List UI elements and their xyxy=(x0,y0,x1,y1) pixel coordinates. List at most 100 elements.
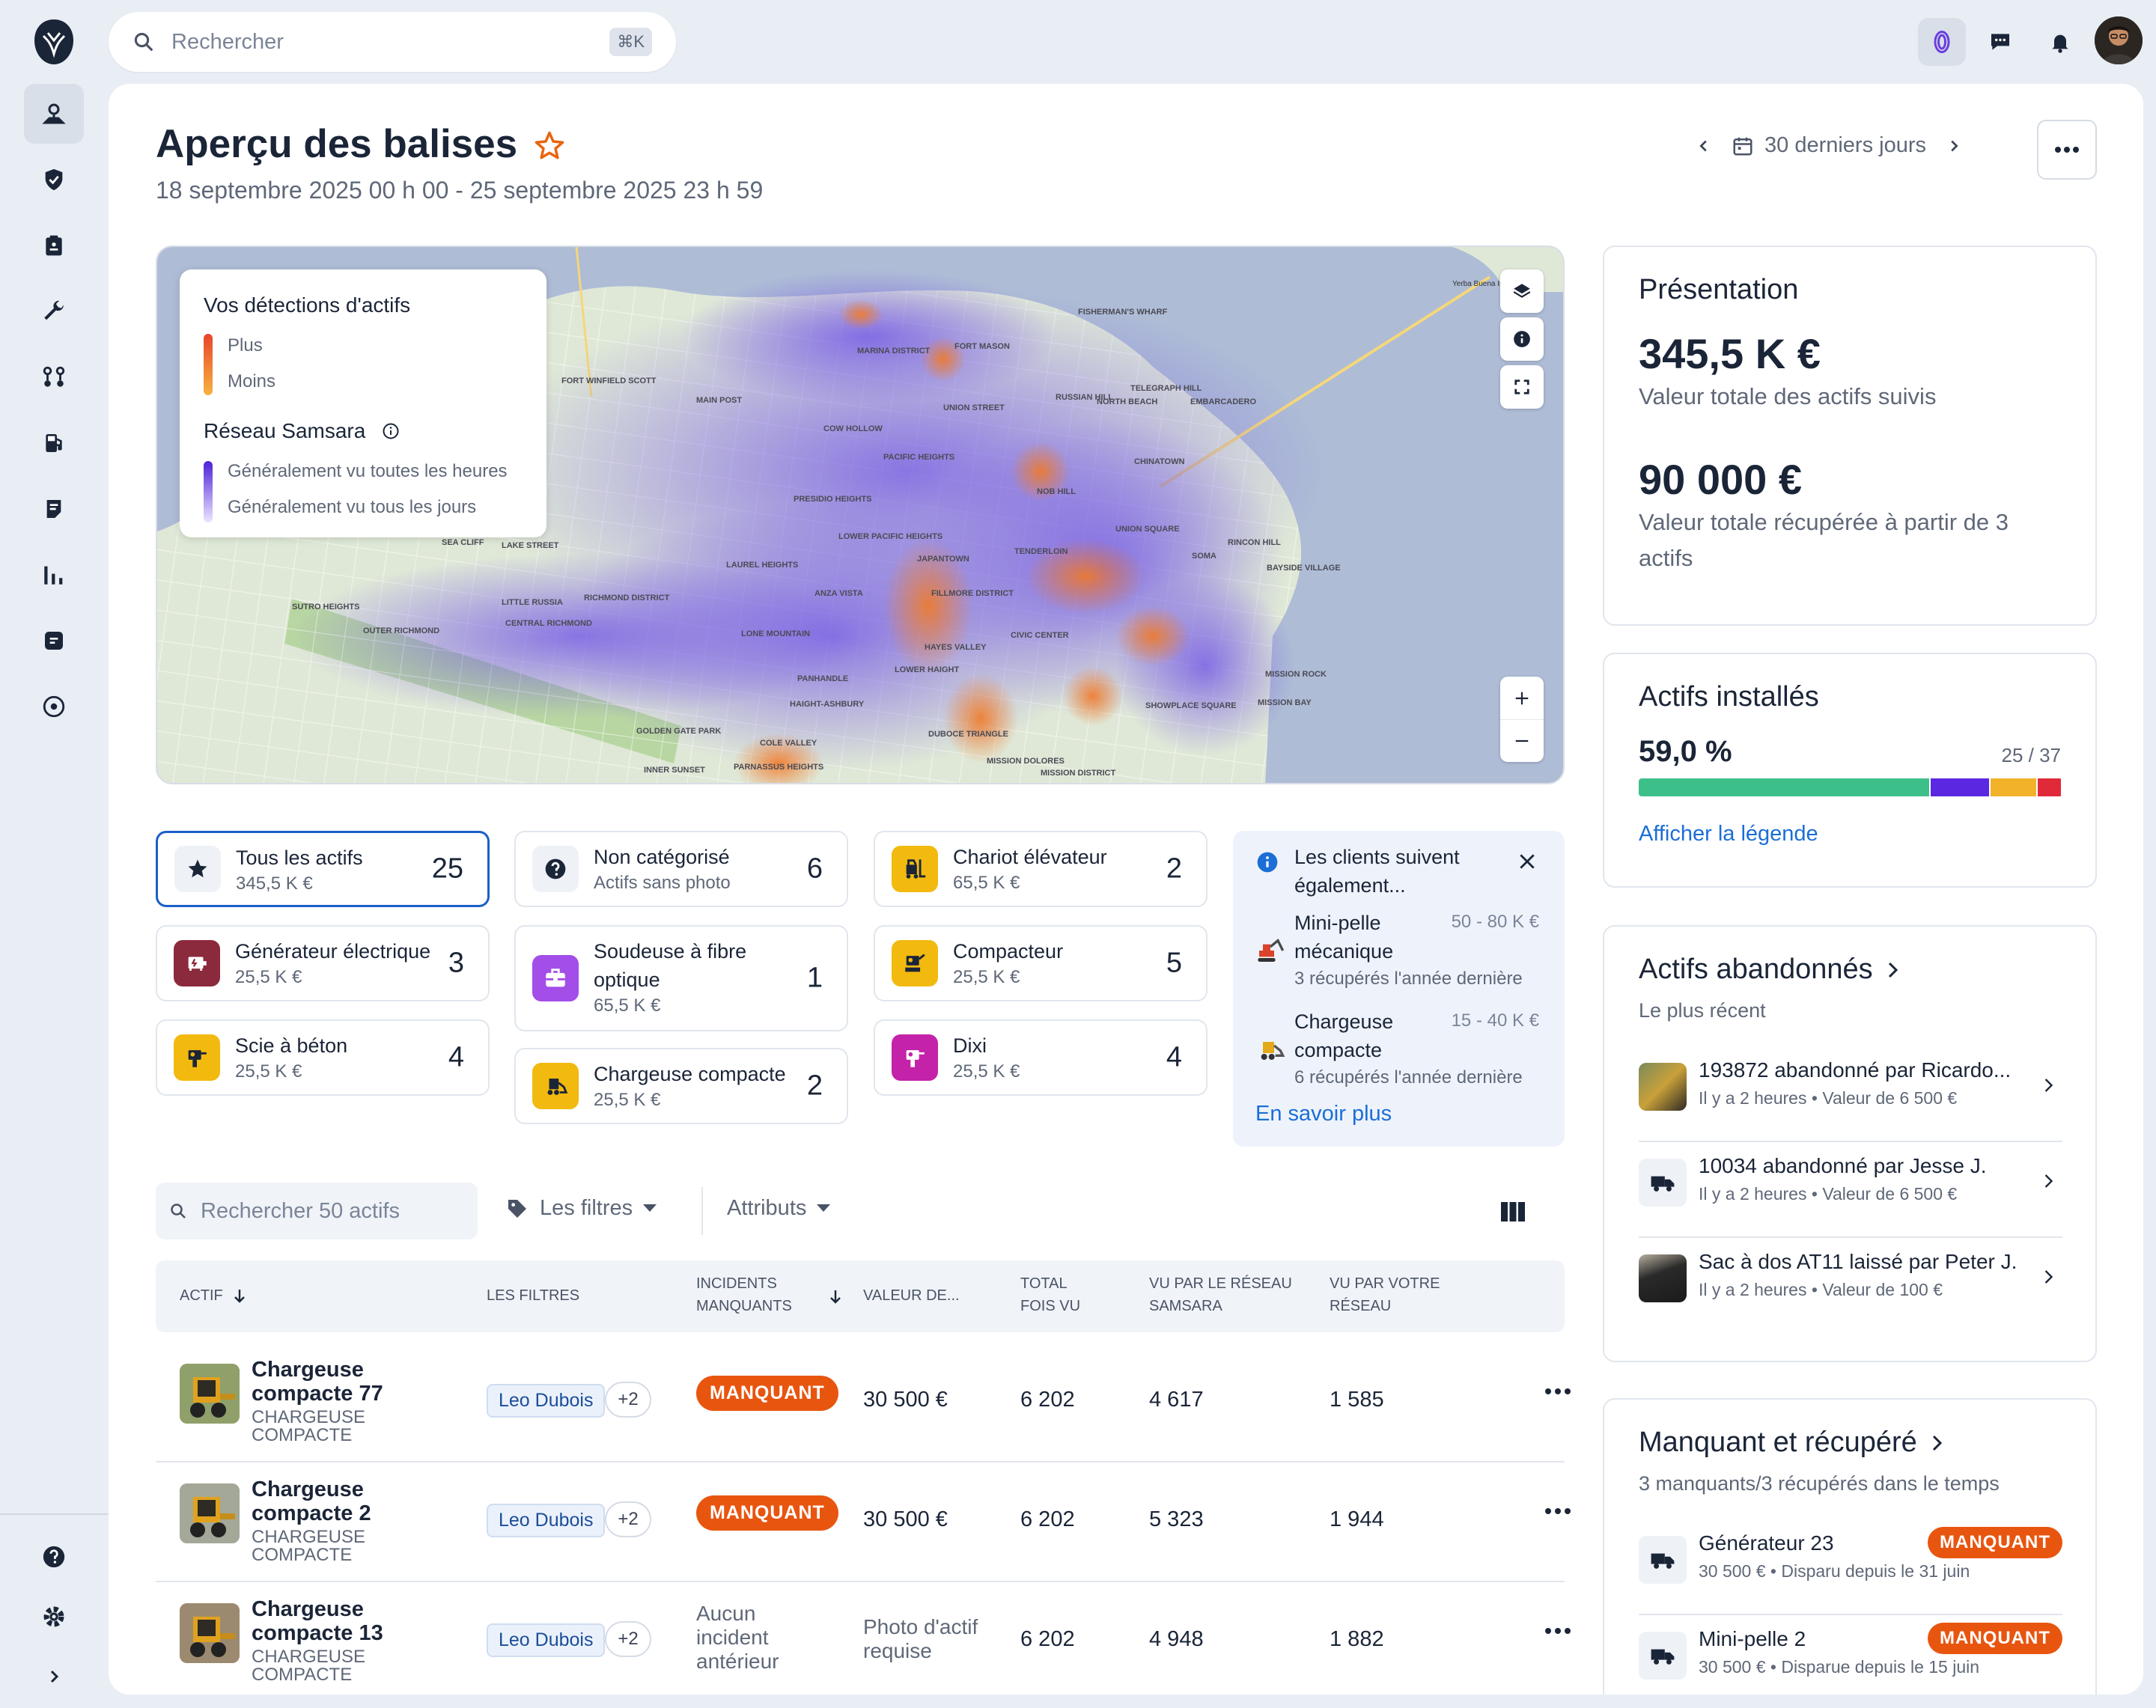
abandoned-item-title: 193872 abandonné par Ricardo... xyxy=(1699,1058,2012,1082)
category-name: Chariot élévateur xyxy=(953,846,1107,868)
filter-chip[interactable]: Leo Dubois xyxy=(487,1384,606,1418)
columns-icon[interactable] xyxy=(1501,1202,1525,1221)
missing-title-link[interactable]: Manquant et récupéré xyxy=(1639,1427,1944,1459)
fingerprint-icon[interactable] xyxy=(1918,18,1966,66)
column-header-incidents[interactable]: INCIDENTS MANQUANTS xyxy=(696,1275,792,1314)
asset-name[interactable]: Chargeuse compacte 13 xyxy=(252,1597,383,1645)
asset-photo xyxy=(180,1364,240,1424)
abandoned-item[interactable]: 10034 abandonné par Jesse J. Il y a 2 he… xyxy=(1639,1142,2062,1238)
missing-item[interactable]: Générateur 23 MANQUANT 30 500 € • Dispar… xyxy=(1639,1519,2062,1615)
abandoned-item-title: Sac à dos AT11 laissé par Peter J. xyxy=(1699,1250,2018,1273)
asset-search-input[interactable]: Rechercher 50 actifs xyxy=(156,1183,478,1239)
close-icon[interactable] xyxy=(1517,852,1537,871)
heatmap-map[interactable]: FISHERMAN'S WHARF MARINA DISTRICT FORT MAS… xyxy=(156,245,1565,784)
row-actions-icon[interactable] xyxy=(1544,1627,1571,1635)
apps-icon[interactable] xyxy=(24,611,84,671)
category-compact-loader[interactable]: Chargeuse compacte 25,5 K € 2 xyxy=(514,1048,848,1124)
routing-icon[interactable] xyxy=(24,347,84,407)
seen-samsara: 4 948 xyxy=(1149,1627,1204,1651)
abandoned-item[interactable]: Sac à dos AT11 laissé par Peter J. Il y … xyxy=(1639,1238,2062,1334)
column-header-total-seen[interactable]: TOTAL FOIS VU xyxy=(1020,1275,1081,1314)
asset-name[interactable]: Chargeuse compacte 77 xyxy=(252,1358,383,1406)
table-row[interactable]: Chargeuse compacte 2 CHARGEUSE COMPACTE … xyxy=(156,1463,1571,1582)
column-header-own-network[interactable]: VU PAR VOTRE RÉSEAU xyxy=(1330,1275,1440,1314)
table-row[interactable]: Chargeuse compacte 13 CHARGEUSE COMPACTE… xyxy=(156,1582,1571,1695)
settings-gear-icon[interactable] xyxy=(24,1587,84,1647)
user-avatar[interactable] xyxy=(2095,16,2143,64)
incident-text: Aucun incident antérieur xyxy=(696,1602,779,1673)
filters-dropdown[interactable]: Les filtres xyxy=(505,1196,657,1221)
category-fiber-welder[interactable]: Soudeuse à fibre optique 65,5 K € 1 xyxy=(514,925,848,1031)
more-options-button[interactable] xyxy=(2037,120,2097,180)
favorite-star-icon[interactable] xyxy=(534,130,565,162)
category-uncategorized[interactable]: Non catégorisé Actifs sans photo 6 xyxy=(514,831,848,907)
next-period-chevron-icon[interactable] xyxy=(1946,138,1962,154)
map-place-label: SUTRO HEIGHTS xyxy=(292,603,359,611)
abandoned-item[interactable]: 193872 abandonné par Ricardo... Il y a 2… xyxy=(1639,1046,2062,1142)
reports-bar-chart-icon[interactable] xyxy=(24,545,84,605)
column-header-samsara-network[interactable]: VU PAR LE RÉSEAU SAMSARA xyxy=(1149,1275,1292,1314)
table-row[interactable]: Chargeuse compacte 77 CHARGEUSE COMPACTE… xyxy=(156,1343,1571,1463)
attributes-dropdown[interactable]: Attributs xyxy=(727,1196,831,1221)
more-filters-chip[interactable]: +2 xyxy=(605,1382,651,1418)
column-header-filters[interactable]: LES FILTRES xyxy=(487,1287,580,1304)
safety-shield-icon[interactable] xyxy=(24,150,84,210)
zoom-in-icon[interactable] xyxy=(1514,677,1530,719)
category-concrete-saw[interactable]: Scie à béton 25,5 K € 4 xyxy=(156,1019,490,1096)
sort-arrow-icon[interactable] xyxy=(829,1289,841,1304)
maintenance-wrench-icon[interactable] xyxy=(24,281,84,341)
network-info-icon[interactable] xyxy=(382,422,400,440)
compliance-clipboard-icon[interactable] xyxy=(24,216,84,275)
missing-item-detail: 30 500 € • Disparue depuis le 15 juin xyxy=(1699,1657,1980,1677)
row-actions-icon[interactable] xyxy=(1544,1388,1571,1395)
filter-chip[interactable]: Leo Dubois xyxy=(487,1504,606,1537)
previous-period-chevron-icon[interactable] xyxy=(1696,138,1712,154)
assets-map-nav-icon[interactable] xyxy=(24,84,84,144)
filter-chip[interactable]: Leo Dubois xyxy=(487,1623,606,1657)
notifications-bell-icon[interactable] xyxy=(2036,18,2084,66)
category-all-assets[interactable]: Tous les actifs 345,5 K € 25 xyxy=(156,831,490,907)
missing-item[interactable]: Mini-pelle 2 MANQUANT 30 500 € • Disparu… xyxy=(1639,1615,2062,1695)
row-actions-icon[interactable] xyxy=(1544,1507,1571,1515)
page-date-range: 18 septembre 2025 00 h 00 - 25 septembre… xyxy=(156,177,764,204)
info-icon xyxy=(1255,850,1279,874)
global-search-input[interactable]: Rechercher ⌘K xyxy=(109,12,676,72)
category-forklift[interactable]: Chariot élévateur 65,5 K € 2 xyxy=(874,831,1208,907)
category-generator[interactable]: Générateur électrique 25,5 K € 3 xyxy=(156,925,490,1001)
map-place-label: INNER SUNSET xyxy=(644,766,705,775)
map-zoom-controls xyxy=(1500,677,1544,762)
progress-segment xyxy=(1639,778,1929,796)
truck-icon xyxy=(1639,1632,1687,1680)
installed-ratio: 25 / 37 xyxy=(2001,744,2061,766)
column-header-asset[interactable]: ACTIF xyxy=(180,1284,246,1307)
search-shortcut: ⌘K xyxy=(609,28,652,56)
show-legend-link[interactable]: Afficher la légende xyxy=(1639,822,1818,846)
expand-sidebar-chevron-icon[interactable] xyxy=(24,1647,84,1707)
category-name: Soudeuse à fibre optique xyxy=(594,940,747,991)
more-filters-chip[interactable]: +2 xyxy=(605,1501,651,1537)
asset-type: CHARGEUSE COMPACTE xyxy=(252,1647,366,1685)
abandoned-title-link[interactable]: Actifs abandonnés xyxy=(1639,954,1900,986)
asset-name[interactable]: Chargeuse compacte 2 xyxy=(252,1477,371,1525)
category-compactor[interactable]: Compacteur 25,5 K € 5 xyxy=(874,925,1208,1001)
documents-icon[interactable] xyxy=(24,479,84,539)
search-placeholder: Rechercher xyxy=(171,29,284,54)
map-place-label: NORTH BEACH xyxy=(1097,397,1157,406)
more-filters-chip[interactable]: +2 xyxy=(605,1621,651,1657)
period-selector[interactable]: 30 derniers jours xyxy=(1732,133,1926,158)
legend-less: Moins xyxy=(228,371,276,391)
samsara-logo[interactable] xyxy=(33,18,75,66)
column-header-value[interactable]: VALEUR DE... xyxy=(863,1287,960,1304)
map-fullscreen-button[interactable] xyxy=(1500,365,1544,409)
category-value: Actifs sans photo xyxy=(594,873,731,893)
map-layers-button[interactable] xyxy=(1500,269,1544,313)
target-icon[interactable] xyxy=(24,677,84,736)
map-info-button[interactable] xyxy=(1500,317,1544,361)
category-name: Compacteur xyxy=(953,940,1064,963)
fuel-pump-icon[interactable] xyxy=(24,413,84,473)
zoom-out-icon[interactable] xyxy=(1500,719,1544,761)
messages-icon[interactable] xyxy=(1976,18,2024,66)
category-dixi[interactable]: Dixi 25,5 K € 4 xyxy=(874,1019,1208,1096)
help-icon[interactable] xyxy=(24,1527,84,1587)
learn-more-link[interactable]: En savoir plus xyxy=(1255,1102,1392,1126)
